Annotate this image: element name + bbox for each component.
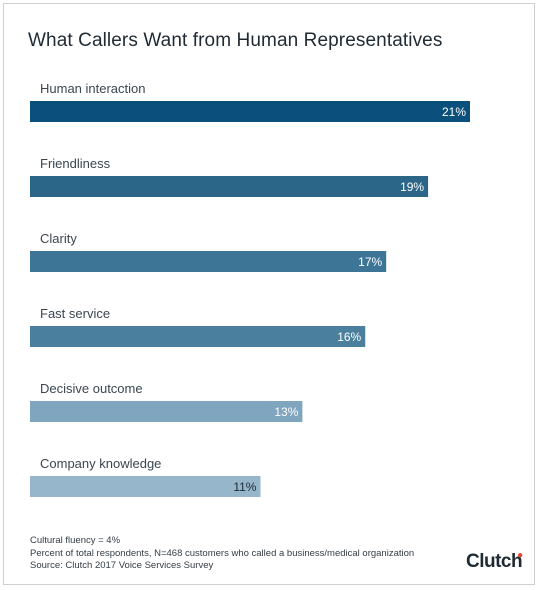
bar-value-label: 19%	[400, 180, 424, 194]
footnote-respondents: Percent of total respondents, N=468 cust…	[30, 547, 415, 559]
bar	[30, 101, 470, 122]
footnote-source: Source: Clutch 2017 Voice Services Surve…	[30, 560, 214, 571]
bar	[30, 176, 429, 197]
category-label: Decisive outcome	[40, 381, 143, 396]
bar	[30, 251, 387, 272]
bar-value-label: 21%	[442, 105, 466, 119]
bar-value-label: 16%	[337, 330, 361, 344]
bar-value-label: 11%	[233, 480, 256, 494]
bar	[30, 326, 366, 347]
footnote-cultural-fluency: Cultural fluency = 4%	[30, 535, 121, 546]
clutch-logo: Clutch●	[466, 550, 528, 573]
category-label: Friendliness	[40, 156, 111, 171]
clutch-logo-dot-icon: ●	[517, 550, 523, 561]
footnotes: Cultural fluency = 4% Percent of total r…	[30, 535, 414, 573]
chart-title: What Callers Want from Human Representat…	[28, 30, 443, 51]
bar	[30, 476, 261, 497]
bar-value-label: 13%	[274, 405, 298, 419]
clutch-logo-text: Clutch	[466, 551, 523, 572]
bar	[30, 401, 303, 422]
bar-value-label: 17%	[358, 255, 382, 269]
category-label: Company knowledge	[40, 456, 161, 471]
category-label: Clarity	[40, 231, 77, 246]
category-label: Fast service	[40, 306, 110, 321]
category-label: Human interaction	[40, 81, 146, 96]
